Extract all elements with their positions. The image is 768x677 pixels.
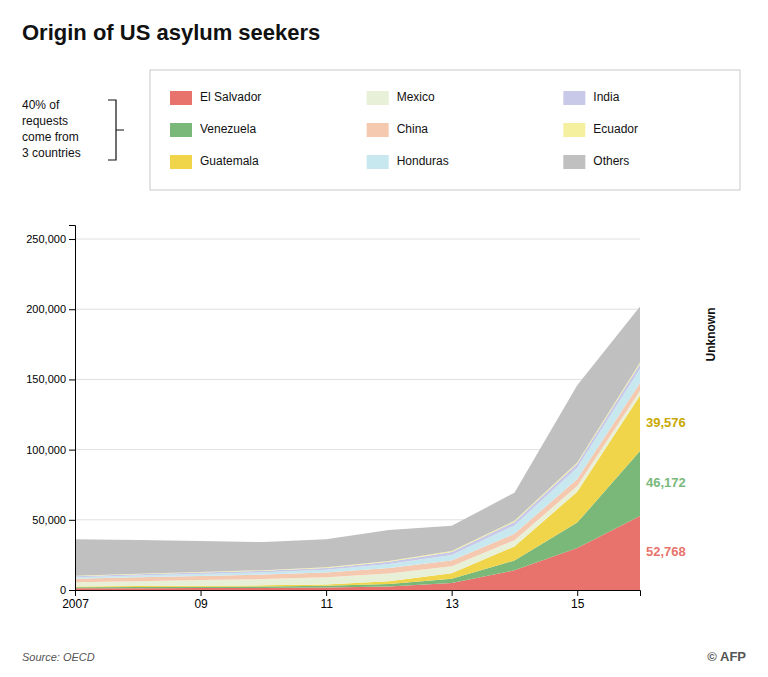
grid-line [75,309,640,310]
y-tick-label: 250,000 [26,233,66,245]
legend-swatch [367,123,389,137]
y-tick-label: 0 [60,584,66,596]
legend-item: China [367,122,429,137]
y-tick-label: 200,000 [26,303,66,315]
legend-item: Venezuela [170,122,256,137]
x-tick-mark [577,590,578,596]
x-axis: 2007 09 11 13 15 [62,590,640,611]
legend-item: Others [563,154,629,169]
note-line: 3 countries [22,146,81,160]
y-tick-mark [69,239,75,240]
legend-label: Mexico [397,90,435,104]
note-line: 40% of [22,98,60,112]
y-tick: 50,000 [32,514,75,526]
legend-label: Guatemala [200,154,259,168]
title: Origin of US asylum seekers [22,20,320,45]
x-tick-label: 2007 [62,597,89,611]
legend-swatch [170,123,192,137]
legend-label: China [397,122,429,136]
x-tick: 13 [445,590,459,611]
y-tick-mark [69,379,75,380]
legend-label: Honduras [397,154,449,168]
side-label: Unknown [704,307,718,361]
legend-swatch [367,91,389,105]
legend-label: Ecuador [593,122,638,136]
annotation: 52,768 [646,544,686,559]
x-tick-mark [452,590,453,596]
y-axis-line [69,226,76,591]
area [75,306,640,575]
source: Source: OECD [22,651,95,663]
grid [75,239,640,590]
legend-item: Guatemala [170,154,259,169]
y-tick: 0 [60,584,75,596]
chart: Origin of US asylum seekers2007091113150… [0,0,768,677]
x-tick-label: 11 [320,597,333,611]
legend-swatch [170,155,192,169]
legend-swatch [563,155,585,169]
note-line: requests [22,114,68,128]
grid-line [75,239,640,240]
y-tick-mark [69,309,75,310]
annotation: 46,172 [646,475,686,490]
note: 40% of requests come from 3 countries [22,98,81,160]
x-tick: 11 [320,590,333,611]
legend-item: Mexico [367,90,435,105]
y-tick-label: 100,000 [26,444,66,456]
y-tick-mark [69,450,75,451]
x-axis-line [76,591,641,597]
legend-swatch [563,91,585,105]
y-tick-mark [69,520,75,521]
y-tick: 250,000 [26,233,75,245]
legend-label: Venezuela [200,122,256,136]
legend-swatch [367,155,389,169]
legend-label: India [593,90,619,104]
note-group: 40% of requests come from 3 countries [22,98,124,160]
areas [75,306,640,590]
x-tick-mark [326,590,327,596]
legend-swatch [563,123,585,137]
y-tick: 150,000 [26,373,75,385]
x-tick: 09 [194,590,208,611]
grid-line [75,379,640,380]
y-tick-label: 150,000 [26,373,66,385]
legend-box [150,70,740,190]
y-axis: 0 50,000 100,000 150,000 200,000 250,000 [26,226,75,597]
y-tick: 200,000 [26,303,75,315]
annotations: 52,768 46,172 39,576 Unknown [646,307,718,559]
x-tick: 15 [571,590,585,611]
x-tick-label: 09 [194,597,208,611]
y-tick: 100,000 [26,444,75,456]
legend-item: India [563,90,619,105]
x-tick-mark [201,590,202,596]
legend-item: El Salvador [170,90,261,105]
y-tick-mark [69,590,75,591]
annotation: 39,576 [646,415,686,430]
note-line: come from [22,130,79,144]
x-tick: 2007 [62,590,89,611]
x-tick-label: 15 [571,597,585,611]
y-tick-label: 50,000 [32,514,66,526]
legend-item: Honduras [367,154,449,169]
credit: © AFP [707,649,746,664]
legend-item: Ecuador [563,122,638,137]
legend-label: Others [593,154,629,168]
bracket [108,100,124,160]
legend: El Salvador Venezuela Guatemala Mexico China… [150,70,740,190]
x-tick-label: 13 [445,597,459,611]
legend-label: El Salvador [200,90,261,104]
legend-swatch [170,91,192,105]
